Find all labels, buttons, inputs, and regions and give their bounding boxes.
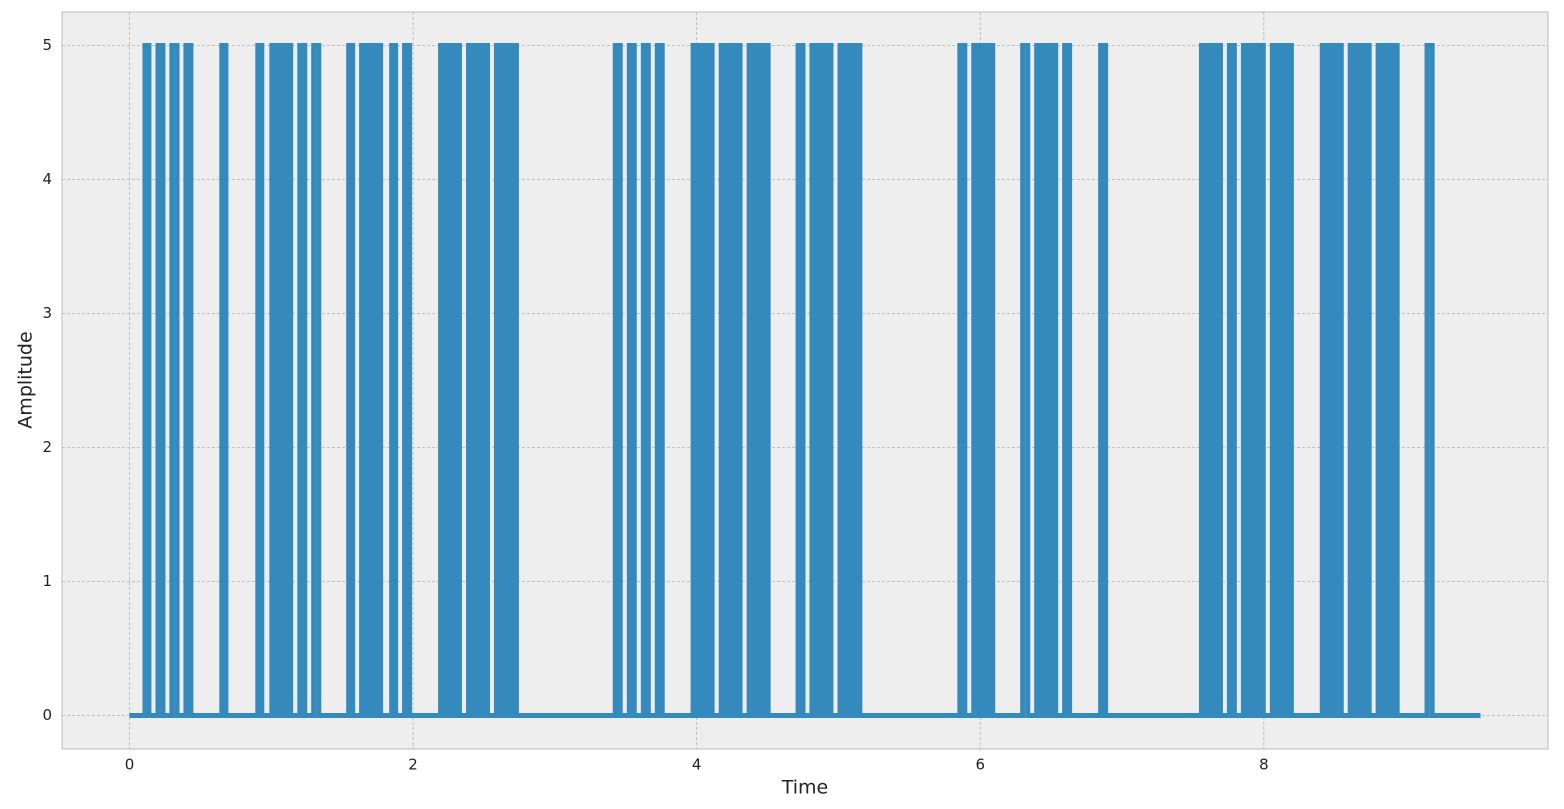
y-tick-label: 2 <box>42 438 52 456</box>
signal-line <box>129 43 1481 718</box>
marks <box>129 43 1481 718</box>
y-tick-label: 4 <box>42 170 52 188</box>
y-tick-label: 1 <box>42 572 52 590</box>
x-tick-label: 6 <box>975 756 985 774</box>
y-tick-label: 5 <box>42 36 52 54</box>
y-tick-label: 3 <box>42 304 52 322</box>
x-tick-label: 0 <box>125 756 135 774</box>
y-tick-label: 0 <box>42 706 52 724</box>
tick-labels: 0 2 4 6 8 0 1 2 3 4 5 <box>42 36 1268 774</box>
x-tick-label: 8 <box>1259 756 1269 774</box>
x-tick-label: 4 <box>692 756 702 774</box>
y-axis-label: Amplitude <box>15 331 37 428</box>
x-axis-label: Time <box>781 777 829 799</box>
x-tick-label: 2 <box>408 756 418 774</box>
